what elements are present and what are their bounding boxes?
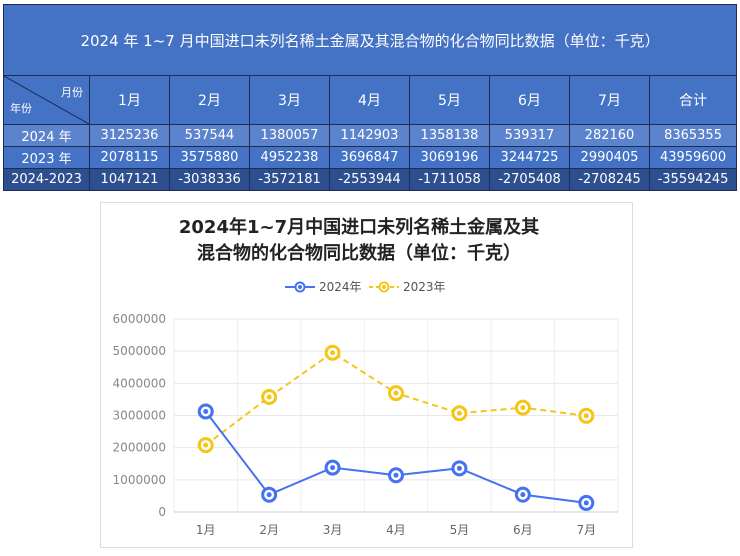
table-cell: 4952238 <box>249 146 330 169</box>
data-point-dot <box>520 492 526 498</box>
data-point <box>514 399 531 416</box>
data-point <box>261 388 278 405</box>
header-cell: 2月 <box>169 75 250 125</box>
row-label: 2024 年 <box>3 124 90 147</box>
table-cell: 3696847 <box>329 146 410 169</box>
table-cell: 43959600 <box>648 146 738 169</box>
y-tick-label: 3000000 <box>113 409 166 423</box>
data-point <box>578 494 595 511</box>
legend-item: 2024年 <box>285 280 362 294</box>
data-point <box>578 407 595 424</box>
header-cell: 6月 <box>489 75 570 125</box>
chart-title-line: 混合物的化合物同比数据（单位：千克） <box>197 242 521 264</box>
y-tick-label: 4000000 <box>113 376 166 390</box>
data-point-dot <box>330 465 336 471</box>
table-cell: 3575880 <box>169 146 250 169</box>
table-cell: 1380057 <box>249 124 330 147</box>
y-tick-label: 6000000 <box>113 312 166 326</box>
table-cell: -35594245 <box>648 168 738 191</box>
data-point-dot <box>330 350 336 356</box>
data-point <box>514 486 531 503</box>
y-tick-label: 1000000 <box>113 473 166 487</box>
legend-marker-dot <box>298 285 302 289</box>
data-point <box>324 344 341 361</box>
header-cell: 1月 <box>89 75 170 125</box>
data-point-dot <box>266 492 272 498</box>
table-corner-cell: 月份 年份 <box>3 75 90 125</box>
header-cell: 合计 <box>648 75 738 125</box>
data-point <box>324 459 341 476</box>
data-point-dot <box>203 408 209 414</box>
table-row: 2023 年 2078115 3575880 4952238 3696847 3… <box>3 146 738 169</box>
data-point-dot <box>393 472 399 478</box>
data-point-dot <box>393 390 399 396</box>
table-row: 2024-2023 1047121 -3038336 -3572181 -255… <box>3 168 738 191</box>
data-point-dot <box>520 405 526 411</box>
table-cell: 282160 <box>569 124 650 147</box>
data-point-dot <box>456 410 462 416</box>
table-cell: 2078115 <box>89 146 170 169</box>
table-cell: 3244725 <box>489 146 570 169</box>
table-cell: -2705408 <box>489 168 570 191</box>
corner-diagonal <box>4 76 89 124</box>
data-point <box>388 467 404 484</box>
y-tick-label: 5000000 <box>113 344 166 358</box>
table-cell: 537544 <box>169 124 250 147</box>
legend-marker-dot <box>382 285 386 289</box>
data-point-dot <box>583 500 589 506</box>
table-title: 2024 年 1~7 月中国进口未列名稀土金属及其混合物的化合物同比数据（单位：… <box>2 4 738 76</box>
x-tick-label: 4月 <box>386 523 406 537</box>
data-point-dot <box>456 465 462 471</box>
legend-item: 2023年 <box>369 280 446 294</box>
row-label: 2023 年 <box>3 146 90 169</box>
x-tick-label: 1月 <box>196 523 216 537</box>
header-cell: 7月 <box>569 75 650 125</box>
corner-month-label: 月份 <box>61 86 83 99</box>
legend-label: 2024年 <box>319 280 362 294</box>
table-cell: 8365355 <box>648 124 738 147</box>
table-cell: -3572181 <box>249 168 330 191</box>
table-cell: 1358138 <box>409 124 490 147</box>
table-cell: -2553944 <box>329 168 410 191</box>
x-tick-label: 5月 <box>450 523 470 537</box>
row-label: 2024-2023 <box>3 168 90 191</box>
table-cell: 3069196 <box>409 146 490 169</box>
data-point <box>451 405 468 422</box>
data-point <box>451 460 468 477</box>
x-tick-label: 6月 <box>513 523 533 537</box>
corner-year-label: 年份 <box>10 102 32 115</box>
table-cell: 1047121 <box>89 168 170 191</box>
header-cell: 4月 <box>329 75 410 125</box>
legend-label: 2023年 <box>403 280 446 294</box>
table-row: 2024 年 3125236 537544 1380057 1142903 13… <box>3 124 738 147</box>
table-cell: 3125236 <box>89 124 170 147</box>
header-cell: 3月 <box>249 75 330 125</box>
data-point-dot <box>203 442 209 448</box>
y-tick-label: 0 <box>158 505 166 519</box>
line-chart: 2024年1~7月中国进口未列名稀土金属及其混合物的化合物同比数据（单位：千克）… <box>113 216 619 537</box>
table-cell: -3038336 <box>169 168 250 191</box>
data-point <box>197 437 214 454</box>
x-tick-label: 2月 <box>259 523 279 537</box>
table-header-row: 月份 年份 1月 2月 3月 4月 5月 6月 7月 合计 <box>3 75 738 125</box>
series-line <box>204 410 587 504</box>
data-point <box>197 403 214 420</box>
table-cell: 539317 <box>489 124 570 147</box>
header-cell: 5月 <box>409 75 490 125</box>
data-point-dot <box>583 413 589 419</box>
x-tick-label: 7月 <box>576 523 596 537</box>
data-point <box>388 385 404 402</box>
table-cell: -2708245 <box>569 168 650 191</box>
chart-card: 2024年1~7月中国进口未列名稀土金属及其 混合物的化合物同比数据（单位：千克）… <box>100 202 633 548</box>
x-tick-label: 3月 <box>323 523 343 537</box>
table-cell: -1711058 <box>409 168 490 191</box>
y-tick-label: 2000000 <box>113 441 166 455</box>
data-point-dot <box>266 394 272 400</box>
data-point <box>261 486 278 503</box>
table-cell: 2990405 <box>569 146 650 169</box>
data-table: 2024 年 1~7 月中国进口未列名稀土金属及其混合物的化合物同比数据（单位：… <box>2 4 738 191</box>
chart-title-line: 2024年1~7月中国进口未列名稀土金属及其 <box>179 216 539 238</box>
table-cell: 1142903 <box>329 124 410 147</box>
